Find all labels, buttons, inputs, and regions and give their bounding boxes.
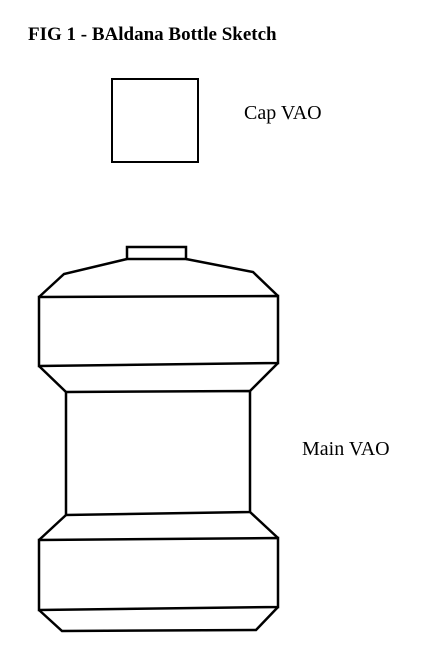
- bottle-upper-taper: [38, 362, 279, 393]
- cap-vao-square: [111, 78, 199, 163]
- cap-vao-label: Cap VAO: [244, 102, 322, 124]
- bottle-nozzle: [125, 245, 188, 261]
- main-vao-label: Main VAO: [302, 438, 390, 460]
- figure-title: FIG 1 - BAldana Bottle Sketch: [28, 24, 277, 45]
- bottle-waist: [64, 389, 252, 517]
- bottle-shoulder: [38, 257, 279, 298]
- bottle-base: [38, 606, 279, 633]
- bottle-upper-band: [37, 294, 280, 368]
- bottle-lower-band: [37, 536, 280, 612]
- bottle-lower-flare: [38, 511, 279, 541]
